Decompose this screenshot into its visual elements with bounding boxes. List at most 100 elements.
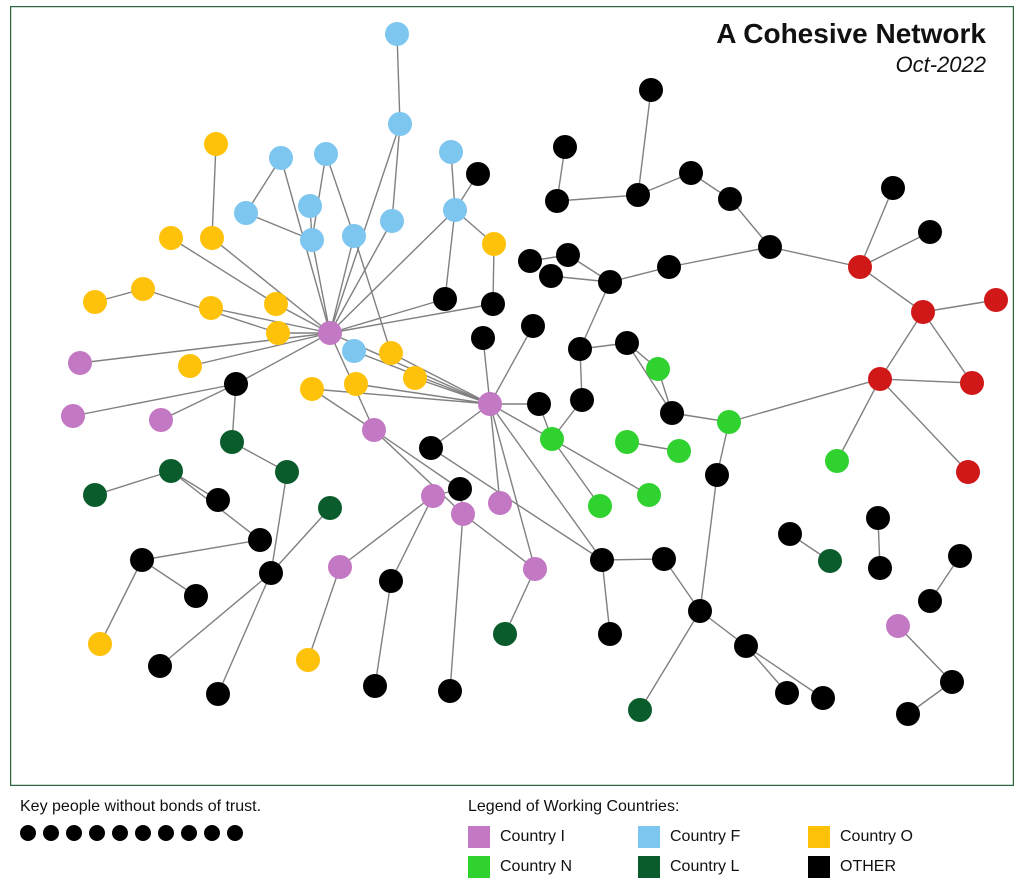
network-node — [344, 372, 368, 396]
network-node — [448, 477, 472, 501]
network-node — [734, 634, 758, 658]
network-node — [61, 404, 85, 428]
legend-swatch-icon — [638, 826, 660, 848]
network-node — [224, 372, 248, 396]
legend-block: Legend of Working Countries: Country I Co… — [468, 798, 978, 882]
network-node — [778, 522, 802, 546]
network-node — [206, 682, 230, 706]
network-node — [451, 502, 475, 526]
key-dot-icon — [204, 825, 220, 841]
network-node — [652, 547, 676, 571]
network-node — [269, 146, 293, 170]
network-node — [200, 226, 224, 250]
network-node — [866, 506, 890, 530]
network-node — [518, 249, 542, 273]
network-node — [362, 418, 386, 442]
network-node — [984, 288, 1008, 312]
legend-item: Country L — [638, 856, 808, 878]
network-node — [131, 277, 155, 301]
network-node — [275, 460, 299, 484]
network-node — [328, 555, 352, 579]
network-node — [149, 408, 173, 432]
network-node — [220, 430, 244, 454]
legend-item: Country I — [468, 826, 638, 848]
network-node — [385, 22, 409, 46]
network-node — [523, 557, 547, 581]
key-dot-icon — [89, 825, 105, 841]
network-node — [705, 463, 729, 487]
legend-swatch-icon — [808, 826, 830, 848]
network-node — [811, 686, 835, 710]
network-node — [679, 161, 703, 185]
network-node — [184, 584, 208, 608]
network-node — [570, 388, 594, 412]
network-node — [234, 201, 258, 225]
network-node — [68, 351, 92, 375]
network-node — [379, 341, 403, 365]
network-node — [886, 614, 910, 638]
network-node — [388, 112, 412, 136]
network-node — [657, 255, 681, 279]
network-node — [83, 290, 107, 314]
network-node — [758, 235, 782, 259]
network-node — [493, 622, 517, 646]
network-node — [478, 392, 502, 416]
network-node — [159, 459, 183, 483]
legend-item: Country F — [638, 826, 808, 848]
network-node — [568, 337, 592, 361]
legend-swatch-icon — [468, 856, 490, 878]
network-node — [443, 198, 467, 222]
network-node — [639, 78, 663, 102]
network-node — [637, 483, 661, 507]
network-node — [590, 548, 614, 572]
network-node — [248, 528, 272, 552]
network-node — [553, 135, 577, 159]
legend-item: OTHER — [808, 856, 978, 878]
network-node — [556, 243, 580, 267]
network-node — [539, 264, 563, 288]
network-node — [148, 654, 172, 678]
network-node — [956, 460, 980, 484]
network-node — [868, 367, 892, 391]
network-node — [688, 599, 712, 623]
network-node — [775, 681, 799, 705]
network-node — [300, 228, 324, 252]
legend-label: Country F — [670, 828, 740, 846]
network-node — [206, 488, 230, 512]
network-node — [130, 548, 154, 572]
network-node — [718, 187, 742, 211]
network-node — [83, 483, 107, 507]
network-node — [545, 189, 569, 213]
legend-swatch-icon — [468, 826, 490, 848]
chart-title: A Cohesive Network — [716, 18, 986, 50]
legend-swatch-icon — [808, 856, 830, 878]
legend-item: Country N — [468, 856, 638, 878]
network-node — [342, 339, 366, 363]
network-node — [940, 670, 964, 694]
network-node — [667, 439, 691, 463]
network-node — [204, 132, 228, 156]
network-node — [918, 220, 942, 244]
network-node — [466, 162, 490, 186]
key-people-block: Key people without bonds of trust. — [20, 798, 261, 842]
network-node — [626, 183, 650, 207]
legend-title: Legend of Working Countries: — [468, 798, 978, 816]
network-node — [588, 494, 612, 518]
network-node — [521, 314, 545, 338]
network-node — [660, 401, 684, 425]
network-node — [825, 449, 849, 473]
network-node — [264, 292, 288, 316]
network-node — [960, 371, 984, 395]
network-chart: A Cohesive Network Oct-2022 — [10, 6, 1014, 786]
legend-label: Country L — [670, 858, 739, 876]
network-node — [868, 556, 892, 580]
network-node — [628, 698, 652, 722]
key-people-dots — [20, 824, 261, 842]
network-node — [481, 292, 505, 316]
key-dot-icon — [227, 825, 243, 841]
network-node — [300, 377, 324, 401]
title-block: A Cohesive Network Oct-2022 — [716, 18, 986, 78]
network-node — [598, 270, 622, 294]
network-node — [296, 648, 320, 672]
network-node — [419, 436, 443, 460]
